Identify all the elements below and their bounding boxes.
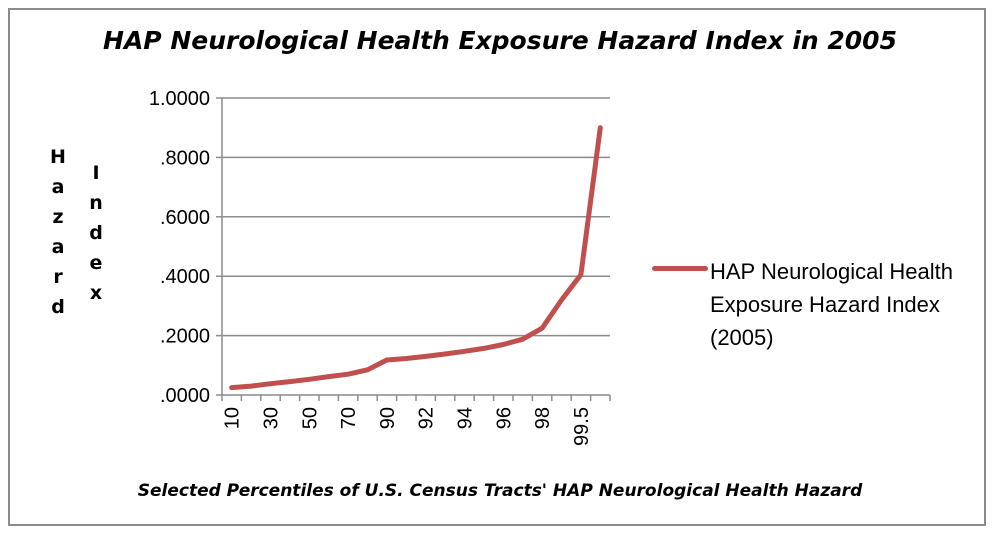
y-axis-label-letter: d: [51, 296, 65, 318]
y-tick-label: .6000: [160, 207, 210, 229]
legend-label: HAP Neurological Health Exposure Hazard …: [710, 259, 953, 350]
chart-frame: [8, 8, 986, 526]
y-tick-label: .0000: [160, 385, 210, 407]
y-axis-label-letter: I: [92, 162, 100, 184]
y-tick-label: 1.0000: [149, 88, 210, 110]
y-axis-label-letter: a: [51, 236, 65, 258]
x-tick-label: 70: [338, 407, 360, 429]
y-tick-label: .2000: [160, 326, 210, 348]
x-tick-label: 99.5: [571, 407, 593, 446]
y-axis-label-letter: x: [89, 282, 103, 304]
y-tick-label: .8000: [160, 147, 210, 169]
x-tick-label: 96: [493, 407, 515, 429]
y-axis-label-letter: a: [51, 176, 65, 198]
y-axis-label-letter: d: [89, 222, 103, 244]
y-tick-label: .4000: [160, 266, 210, 288]
chart-title: HAP Neurological Health Exposure Hazard …: [103, 26, 897, 55]
x-axis-label: Selected Percentiles of U.S. Census Trac…: [137, 481, 863, 501]
y-axis-label-letter: n: [89, 192, 103, 214]
x-tick-label: 50: [299, 407, 321, 429]
y-axis-label-letter: e: [89, 252, 103, 274]
x-tick-label: 94: [455, 407, 477, 429]
series-line: [229, 125, 603, 391]
x-tick-label: 30: [261, 407, 283, 429]
x-tick-label: 10: [222, 407, 244, 429]
y-axis-label-letter: H: [50, 146, 66, 168]
x-tick-label: 98: [532, 407, 554, 429]
y-axis-label-letter: z: [52, 206, 64, 228]
x-tick-label: 92: [416, 407, 438, 429]
x-tick-label: 90: [377, 407, 399, 429]
legend-swatch: [652, 266, 708, 271]
y-axis-label-letter: r: [53, 266, 63, 288]
